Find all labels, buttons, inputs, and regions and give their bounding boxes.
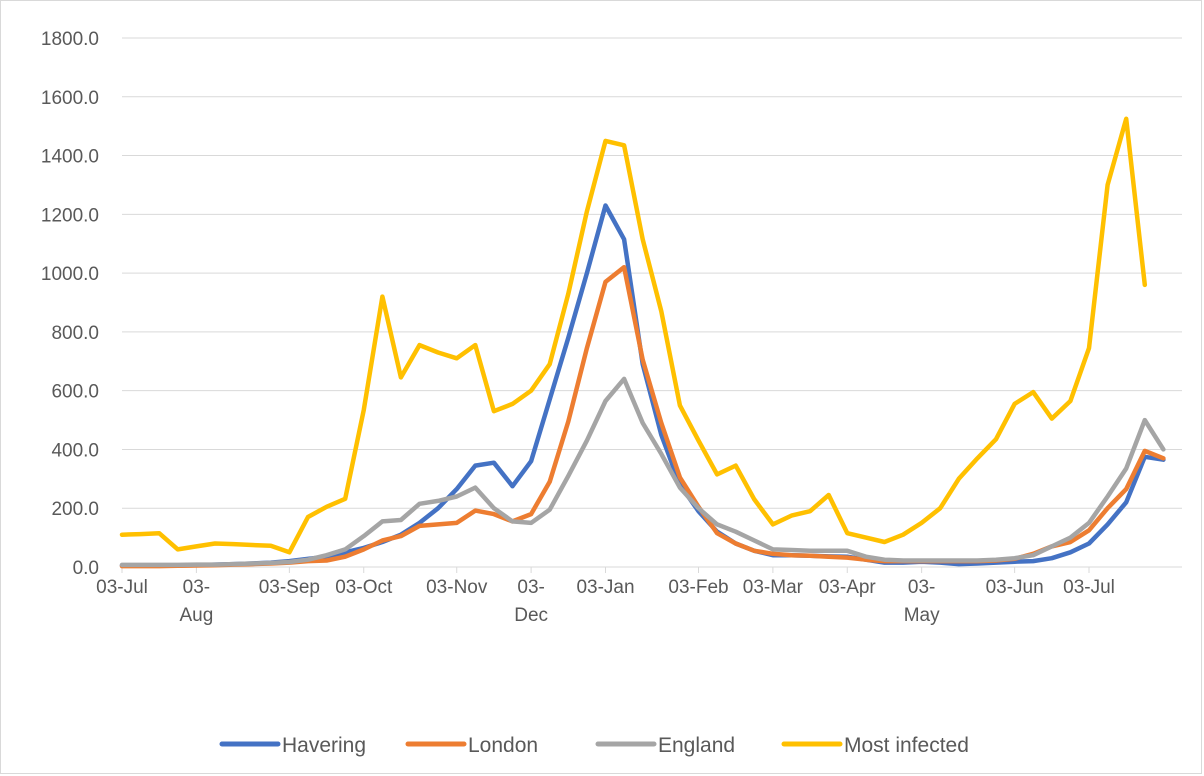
x-tick-label: 03- bbox=[183, 577, 210, 598]
y-tick-label: 400.0 bbox=[51, 440, 99, 461]
x-tick-label: Dec bbox=[514, 605, 548, 626]
y-tick-label: 1200.0 bbox=[41, 205, 99, 226]
series-line-havering bbox=[119, 203, 1166, 568]
x-tick-label: 03-Apr bbox=[819, 577, 877, 598]
x-tick-label: 03- bbox=[517, 577, 544, 598]
x-tick-label: 03-Jul bbox=[1063, 577, 1115, 598]
y-tick-label: 1000.0 bbox=[41, 264, 99, 285]
y-tick-label: 1800.0 bbox=[41, 29, 99, 50]
y-tick-label: 1600.0 bbox=[41, 88, 99, 109]
y-tick-label: 200.0 bbox=[51, 499, 99, 520]
legend-label-england: England bbox=[658, 734, 735, 757]
x-tick-label: 03- bbox=[908, 577, 935, 598]
x-tick-label: 03-Jun bbox=[986, 577, 1044, 598]
legend-label-havering: Havering bbox=[282, 734, 366, 757]
series-line-england bbox=[119, 376, 1166, 568]
x-tick-label: May bbox=[904, 605, 940, 626]
x-tick-label: 03-Nov bbox=[426, 577, 488, 598]
x-tick-label: 03-Mar bbox=[743, 577, 804, 598]
x-tick-label: 03-Oct bbox=[335, 577, 393, 598]
series-line-most-infected bbox=[119, 116, 1148, 555]
y-tick-label: 800.0 bbox=[51, 323, 99, 344]
y-tick-label: 0.0 bbox=[73, 558, 99, 579]
x-tick-label: 03-Jul bbox=[96, 577, 148, 598]
y-tick-label: 1400.0 bbox=[41, 147, 99, 168]
x-tick-label: 03-Feb bbox=[668, 577, 728, 598]
legend-label-london: London bbox=[468, 734, 538, 757]
legend-label-most-infected: Most infected bbox=[844, 734, 969, 757]
x-tick-label: 03-Jan bbox=[576, 577, 634, 598]
y-tick-label: 600.0 bbox=[51, 382, 99, 403]
x-tick-label: 03-Sep bbox=[259, 577, 320, 598]
x-tick-label: Aug bbox=[179, 605, 213, 626]
